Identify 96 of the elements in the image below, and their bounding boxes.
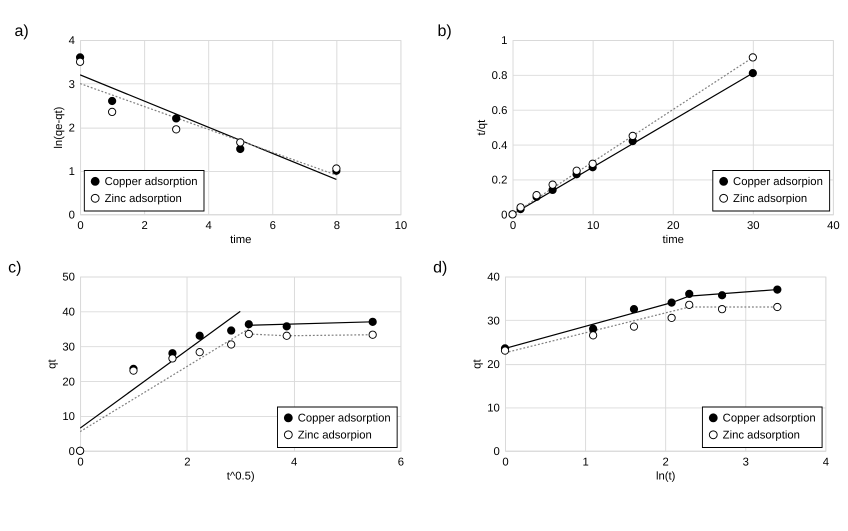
x-tick-label: 2 xyxy=(141,220,148,232)
x-tick-label: 2 xyxy=(662,456,669,468)
y-axis-title: t/qt xyxy=(476,118,488,136)
x-tick-label: 4 xyxy=(290,456,298,468)
x-tick-label: 20 xyxy=(666,220,680,232)
chart-title: a) xyxy=(14,23,29,40)
point xyxy=(236,138,244,147)
x-tick-label: 8 xyxy=(334,220,340,232)
point xyxy=(667,314,676,322)
point xyxy=(685,290,694,298)
y-tick-label: 10 xyxy=(62,411,75,424)
y-tick-label: 4 xyxy=(68,35,75,48)
x-axis-title: t^0.5) xyxy=(226,470,255,483)
x-tick-label: 0 xyxy=(77,220,84,232)
point xyxy=(718,291,726,300)
legend-label: Copper adsorption xyxy=(104,176,198,188)
y-tick-label: 50 xyxy=(62,272,75,284)
point xyxy=(244,320,253,328)
point xyxy=(773,302,782,312)
legend-label: Zinc adsorpion xyxy=(298,430,372,442)
y-tick-label: 20 xyxy=(487,358,500,371)
point xyxy=(172,125,180,134)
point xyxy=(718,305,726,314)
x-tick-label: 10 xyxy=(394,220,408,232)
point xyxy=(244,330,253,338)
point xyxy=(628,132,637,140)
y-axis-title: qt xyxy=(472,358,484,369)
x-tick-label: 40 xyxy=(827,220,840,232)
y-tick-label: 3 xyxy=(68,78,75,91)
x-axis-title: time xyxy=(662,234,684,246)
legend-label: Copper adsorption xyxy=(722,412,816,425)
point xyxy=(282,322,291,330)
y-tick-label: 10 xyxy=(487,402,500,414)
y-tick-label: 1 xyxy=(501,35,508,48)
y-tick-label: 20 xyxy=(62,376,75,388)
y-tick-label: 0 xyxy=(68,210,75,222)
point xyxy=(630,322,638,331)
x-tick-label: 30 xyxy=(747,220,760,232)
y-tick-label: 0.8 xyxy=(492,70,508,82)
point xyxy=(368,330,377,339)
point xyxy=(168,354,177,363)
point xyxy=(196,348,204,356)
x-tick-label: 1 xyxy=(582,456,589,468)
point xyxy=(172,114,180,123)
point xyxy=(748,69,757,78)
y-tick-label: 0 xyxy=(68,446,75,458)
y-tick-label: 30 xyxy=(62,341,75,354)
x-tick-label: 4 xyxy=(822,456,830,468)
y-tick-label: 30 xyxy=(487,315,500,328)
point xyxy=(227,326,236,335)
y-axis-title: ln(qe-qt) xyxy=(53,106,66,149)
point xyxy=(667,298,676,307)
point xyxy=(108,96,116,106)
point xyxy=(588,160,597,168)
y-tick-label: 40 xyxy=(487,272,500,284)
x-tick-label: 0 xyxy=(77,456,84,468)
x-tick-label: 6 xyxy=(398,456,404,468)
point xyxy=(572,166,581,175)
y-tick-label: 0 xyxy=(501,210,508,222)
y-tick-label: 0.4 xyxy=(492,140,508,152)
y-tick-label: 0.2 xyxy=(492,174,508,187)
legend-label: Copper adsorpion xyxy=(733,176,823,188)
x-axis-title: time xyxy=(230,234,252,246)
point xyxy=(773,285,782,294)
point xyxy=(282,332,291,340)
y-tick-label: 1 xyxy=(68,166,75,178)
legend-label: Zinc adsorption xyxy=(722,430,800,442)
y-tick-label: 40 xyxy=(62,306,75,319)
x-tick-label: 2 xyxy=(184,456,190,468)
y-tick-label: 0.6 xyxy=(492,104,508,117)
point xyxy=(196,332,204,340)
x-tick-label: 10 xyxy=(586,220,600,232)
point xyxy=(548,180,557,189)
point xyxy=(368,318,377,326)
y-tick-label: 2 xyxy=(68,122,75,134)
point xyxy=(685,300,694,309)
point xyxy=(589,331,598,340)
legend-label: Zinc adsorpion xyxy=(733,193,808,206)
chart-title: c) xyxy=(8,260,22,277)
y-axis-title: qt xyxy=(46,358,59,369)
legend-label: Copper adsorption xyxy=(298,412,391,425)
chart-title: d) xyxy=(433,260,448,277)
point xyxy=(332,164,340,173)
point xyxy=(227,340,236,349)
x-axis-title: ln(t) xyxy=(656,470,676,483)
x-tick-label: 6 xyxy=(270,220,276,232)
chart-title: b) xyxy=(437,23,452,40)
point xyxy=(108,108,116,116)
point xyxy=(748,53,757,62)
x-tick-label: 0 xyxy=(510,220,516,232)
x-tick-label: 3 xyxy=(742,456,749,468)
point xyxy=(630,305,638,314)
x-tick-label: 4 xyxy=(206,220,212,232)
y-tick-label: 0 xyxy=(494,446,500,458)
point xyxy=(76,58,84,66)
legend-label: Zinc adsorption xyxy=(104,193,182,206)
